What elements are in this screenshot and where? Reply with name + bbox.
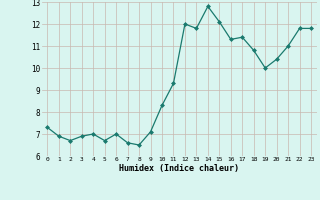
X-axis label: Humidex (Indice chaleur): Humidex (Indice chaleur): [119, 164, 239, 173]
